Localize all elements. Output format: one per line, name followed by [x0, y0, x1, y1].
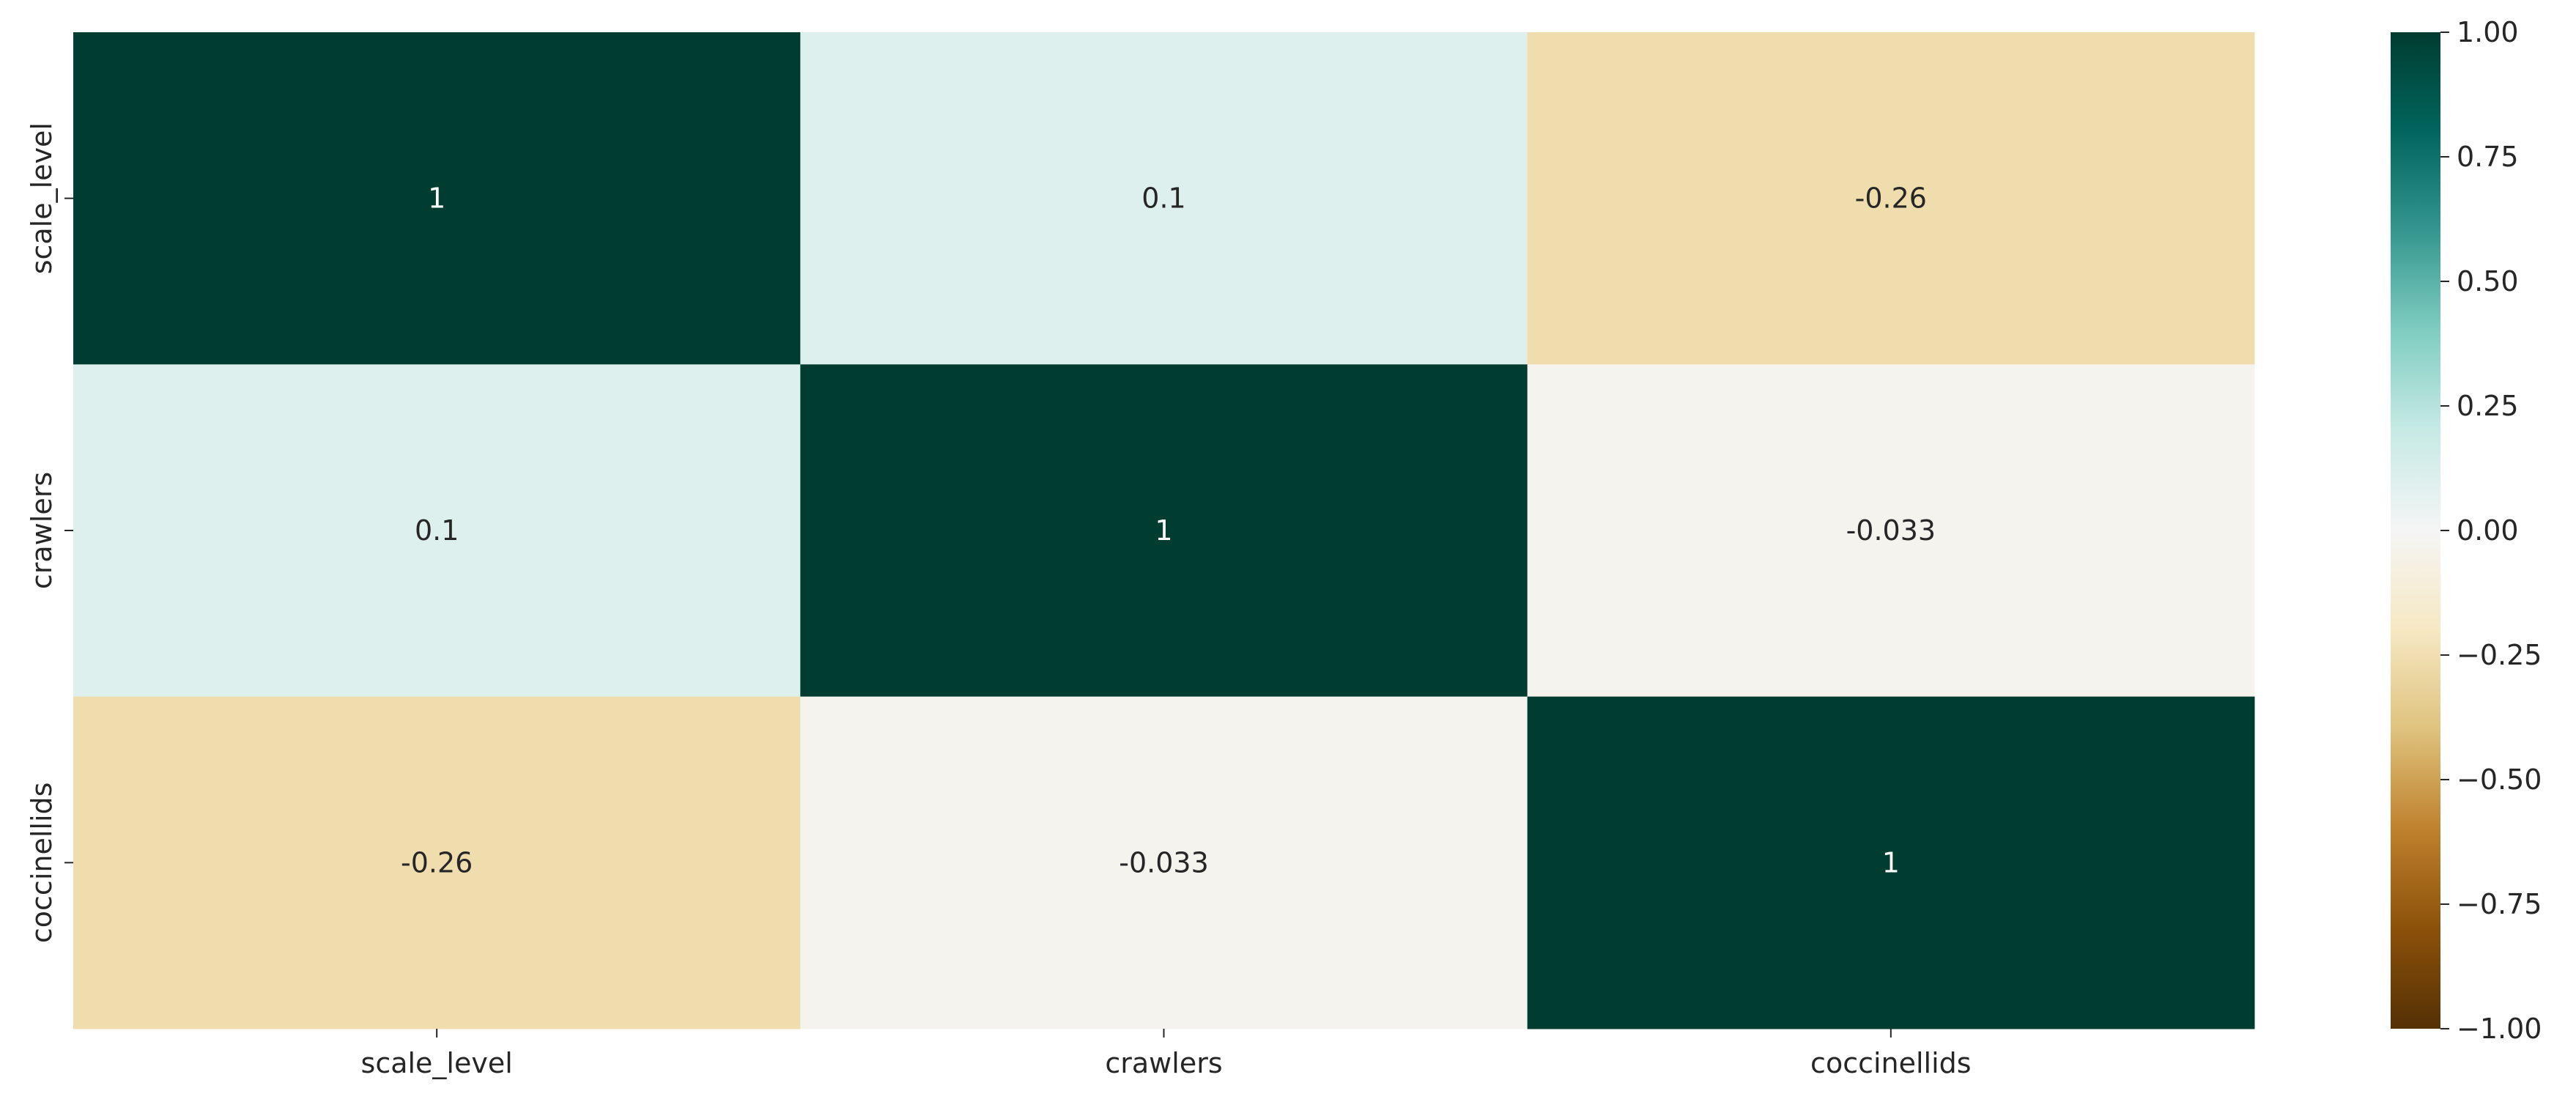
cell-value-label: -0.26 — [1855, 182, 1927, 215]
cell-value-label: 1 — [1155, 514, 1172, 547]
x-axis: scale_level crawlers coccinellids — [361, 1029, 1972, 1079]
y-tick-label: scale_level — [26, 122, 58, 274]
cell-value-label: -0.033 — [1846, 514, 1936, 547]
cell-value-label: 0.1 — [415, 514, 459, 547]
heatmap-cell-coccinellids-coccinellids — [1527, 696, 2255, 1029]
colorbar-tick-label: −0.50 — [2457, 763, 2542, 796]
heatmap-cell-crawlers-crawlers — [800, 364, 1528, 698]
heatmap-cell-scale_level-coccinellids — [1527, 32, 2255, 365]
heatmap-cell-crawlers-scale_level — [73, 364, 801, 698]
x-tick-label: coccinellids — [1810, 1047, 1972, 1079]
heatmap-cell-coccinellids-scale_level — [73, 696, 801, 1029]
y-tick-label: crawlers — [26, 472, 58, 589]
cell-value-label: 1 — [1882, 846, 1900, 879]
colorbar-tick-label: −1.00 — [2457, 1013, 2542, 1045]
heatmap-cell-scale_level-scale_level — [73, 32, 801, 365]
cell-value-label: 0.1 — [1141, 182, 1185, 215]
y-tick-label: coccinellids — [26, 783, 58, 944]
heatmap-cell-coccinellids-crawlers — [800, 696, 1528, 1029]
cell-value-label: -0.033 — [1119, 846, 1209, 879]
colorbar-tick-label: 0.25 — [2457, 390, 2519, 422]
y-axis: scale_level crawlers coccinellids — [26, 122, 73, 943]
cell-value-label: 1 — [428, 182, 445, 215]
colorbar-gradient — [2391, 32, 2440, 1029]
colorbar-tick-label: −0.75 — [2457, 888, 2542, 920]
colorbar-tick-label: 1.00 — [2457, 16, 2519, 48]
heatmap-annotations: 1 0.1 -0.26 0.1 1 -0.033 -0.26 -0.033 1 — [401, 182, 1936, 879]
heatmap-cell-crawlers-coccinellids — [1527, 364, 2255, 698]
colorbar-tick-label: −0.25 — [2457, 639, 2542, 671]
colorbar: 1.00 0.75 0.50 0.25 0.00 −0.25 −0.50 −0.75 −1.00 — [2391, 16, 2542, 1045]
colorbar-tick-label: 0.00 — [2457, 514, 2519, 547]
x-tick-label: crawlers — [1105, 1047, 1222, 1079]
cell-value-label: -0.26 — [401, 846, 473, 879]
x-tick-label: scale_level — [361, 1047, 513, 1079]
heatmap-cell-scale_level-crawlers — [800, 32, 1528, 365]
colorbar-tick-label: 0.50 — [2457, 265, 2519, 297]
colorbar-tick-label: 0.75 — [2457, 141, 2519, 173]
heatmap-cells — [73, 32, 2255, 1029]
